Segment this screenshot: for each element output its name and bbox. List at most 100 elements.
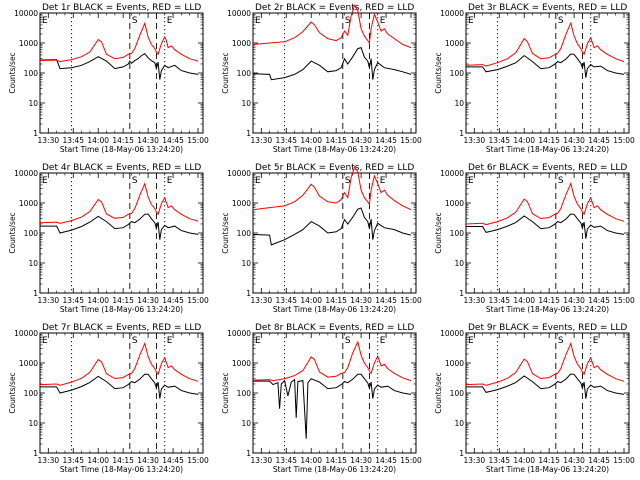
x-tick-label: 14:00: [513, 456, 535, 465]
y-axis-label: Counts/sec: [221, 212, 230, 253]
lld-series-line: [252, 165, 412, 211]
y-tick-label: 10000: [227, 9, 251, 18]
y-axis-label: Counts/sec: [8, 212, 17, 253]
y-axis-label: Counts/sec: [434, 372, 443, 413]
y-tick-label: 1: [246, 289, 251, 298]
x-axis-label: Start Time (18-May-06 13:24:20): [273, 305, 396, 314]
event-marker-label: E: [255, 336, 261, 346]
x-tick-label: 13:30: [38, 296, 60, 305]
y-tick-label: 10000: [440, 169, 464, 178]
y-tick-label: 1000: [445, 199, 464, 208]
y-tick-label: 1: [246, 129, 251, 138]
x-tick-label: 14:45: [588, 456, 610, 465]
y-tick-label: 1000: [19, 39, 38, 48]
events-series-line: [466, 213, 625, 239]
x-tick-label: 14:30: [563, 296, 585, 305]
x-tick-label: 14:45: [162, 456, 184, 465]
y-tick-label: 100: [237, 389, 252, 398]
panel-det-6: Det 6r BLACK = Events, RED = LLD 1 10 100 10…: [434, 163, 635, 314]
event-marker-label: E: [167, 16, 173, 26]
y-tick-label: 1000: [445, 39, 464, 48]
x-tick-label: 13:45: [488, 456, 510, 465]
plot-frame: [39, 332, 204, 454]
event-marker-label: E: [255, 16, 261, 26]
y-tick-label: 1000: [19, 359, 38, 368]
x-tick-label: 14:00: [300, 296, 322, 305]
panel-title: Det 4r BLACK = Events, RED = LLD: [42, 163, 201, 173]
event-marker-label: S: [132, 16, 138, 26]
x-tick-label: 14:30: [350, 456, 372, 465]
x-tick-label: 13:30: [38, 136, 60, 145]
x-tick-label: 13:45: [62, 456, 84, 465]
lld-series-line: [465, 21, 625, 67]
y-axis-label: Counts/sec: [8, 372, 17, 413]
y-tick-label: 100: [237, 229, 252, 238]
panel-title: Det 8r BLACK = Events, RED = LLD: [255, 323, 414, 333]
y-tick-label: 10000: [440, 329, 464, 338]
x-tick-label: 15:00: [187, 296, 209, 305]
x-tick-label: 13:45: [488, 296, 510, 305]
event-marker-label: S: [558, 176, 564, 186]
x-tick-label: 14:15: [538, 296, 560, 305]
plot-frame: [252, 332, 417, 454]
y-tick-label: 1: [33, 289, 38, 298]
x-tick-label: 15:00: [400, 136, 422, 145]
y-tick-label: 1: [33, 449, 38, 458]
panel-title: Det 7r BLACK = Events, RED = LLD: [42, 323, 201, 333]
x-tick-label: 14:30: [563, 456, 585, 465]
y-tick-label: 10000: [440, 9, 464, 18]
y-tick-label: 1: [459, 449, 464, 458]
lld-series-line: [252, 4, 412, 49]
x-tick-label: 15:00: [613, 136, 635, 145]
lld-series-line: [39, 341, 199, 386]
event-marker-label: E: [42, 336, 48, 346]
panel-title: Det 9r BLACK = Events, RED = LLD: [468, 323, 627, 333]
y-tick-label: 10: [241, 99, 251, 108]
y-axis-label: Counts/sec: [434, 212, 443, 253]
x-tick-label: 13:45: [275, 296, 297, 305]
y-tick-label: 10: [28, 99, 38, 108]
x-tick-label: 14:15: [112, 136, 134, 145]
y-tick-label: 10000: [14, 9, 38, 18]
event-marker-label: E: [468, 176, 474, 186]
x-axis-label: Start Time (18-May-06 13:24:20): [486, 465, 609, 474]
y-tick-label: 100: [24, 69, 39, 78]
panel-title: Det 3r BLACK = Events, RED = LLD: [468, 3, 627, 13]
x-tick-label: 13:30: [251, 296, 273, 305]
panel-det-5: Det 5r BLACK = Events, RED = LLD 1 10 100 10…: [221, 163, 422, 314]
event-marker-label: E: [255, 176, 261, 186]
x-tick-label: 14:15: [112, 296, 134, 305]
y-tick-label: 1000: [232, 39, 251, 48]
panel-det-3: Det 3r BLACK = Events, RED = LLD 1 10 100 10…: [434, 3, 635, 154]
event-marker-label: S: [558, 16, 564, 26]
x-tick-label: 13:45: [62, 136, 84, 145]
y-tick-label: 100: [450, 229, 465, 238]
y-axis-label: Counts/sec: [221, 372, 230, 413]
y-tick-label: 100: [24, 389, 39, 398]
event-marker-label: E: [468, 336, 474, 346]
x-tick-label: 14:00: [87, 456, 109, 465]
events-series-line: [40, 373, 199, 399]
events-series-line: [253, 373, 412, 439]
x-tick-label: 14:30: [350, 136, 372, 145]
plot-frame: [39, 172, 204, 294]
x-tick-label: 13:30: [251, 136, 273, 145]
x-tick-label: 14:30: [137, 296, 159, 305]
x-tick-label: 14:15: [325, 296, 347, 305]
event-marker-label: S: [345, 176, 351, 186]
event-marker-label: E: [593, 176, 599, 186]
panel-det-2: Det 2r BLACK = Events, RED = LLD 1 10 100 10…: [221, 3, 422, 154]
events-series-line: [39, 53, 199, 80]
x-axis-label: Start Time (18-May-06 13:24:20): [273, 145, 396, 154]
x-tick-label: 14:15: [325, 136, 347, 145]
event-marker-label: S: [558, 336, 564, 346]
x-axis-label: Start Time (18-May-06 13:24:20): [60, 145, 183, 154]
plot-frame: [465, 172, 630, 294]
plot-frame: [465, 332, 630, 454]
x-tick-label: 14:45: [375, 136, 397, 145]
y-tick-label: 10000: [14, 329, 38, 338]
panel-det-7: Det 7r BLACK = Events, RED = LLD 1 10 100 10…: [8, 323, 209, 474]
y-tick-label: 1: [459, 129, 464, 138]
y-tick-label: 10000: [14, 169, 38, 178]
plot-frame: [252, 12, 417, 134]
